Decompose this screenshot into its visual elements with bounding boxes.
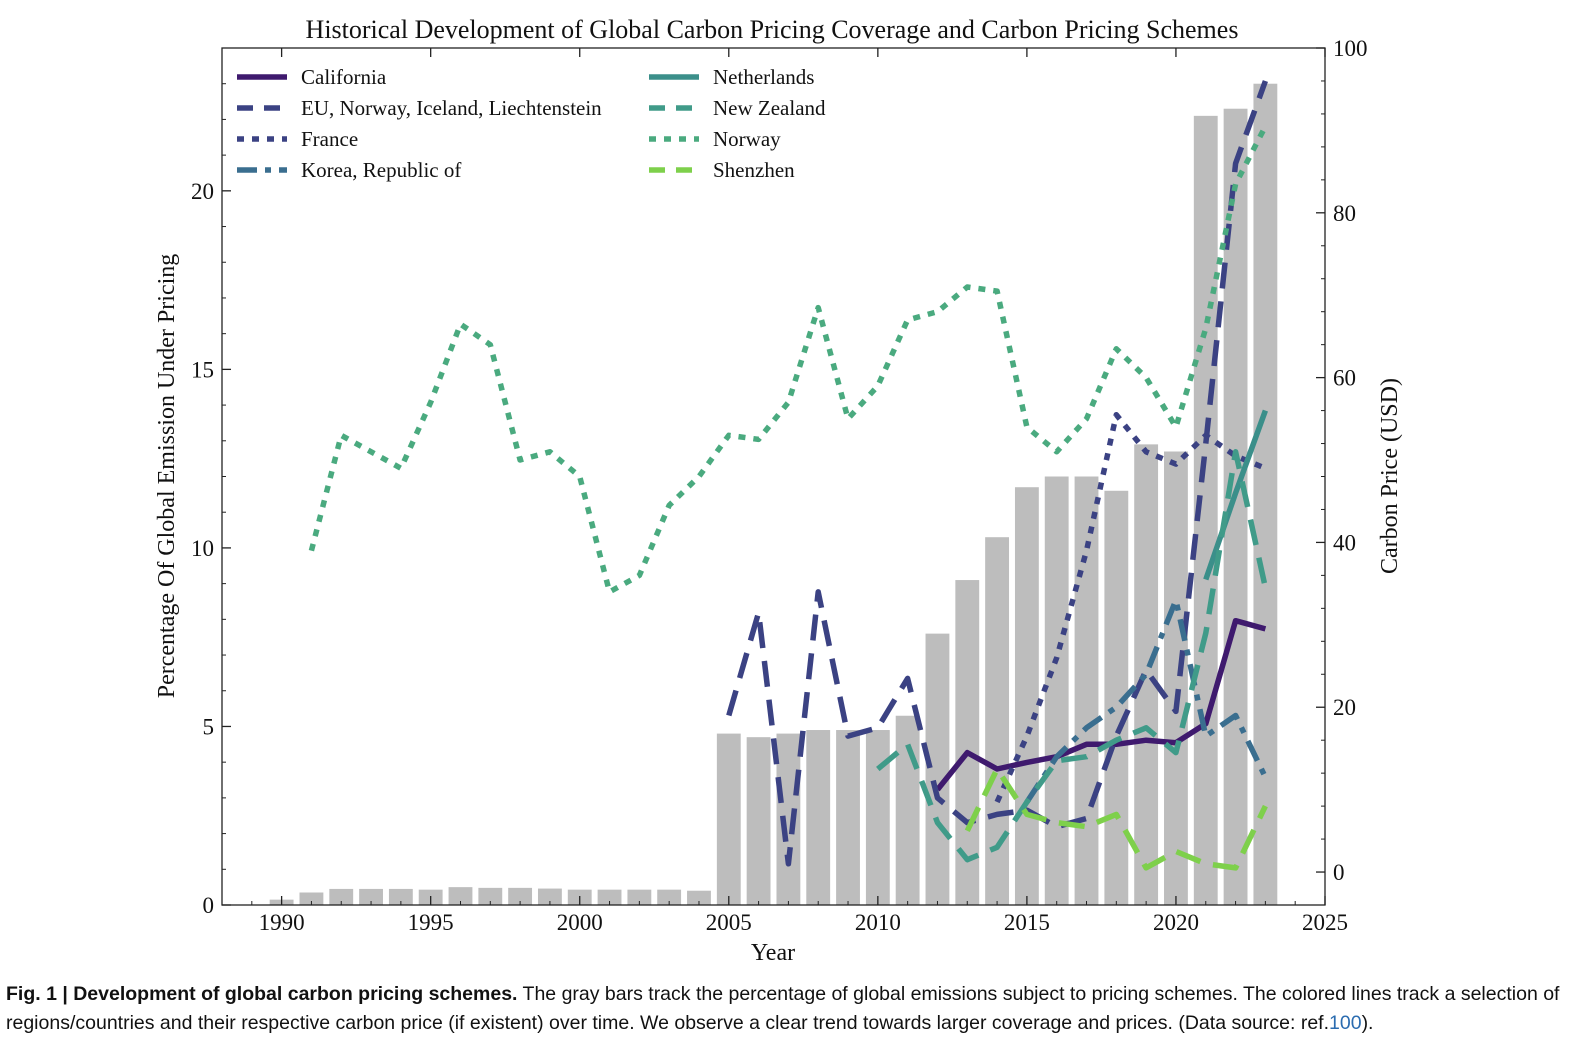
coverage-bar-2015 xyxy=(1014,487,1039,905)
caption-text: The gray bars track the percentage of gl… xyxy=(6,983,1560,1034)
x-tick-label: 2010 xyxy=(855,910,901,935)
series-line-2 xyxy=(994,411,1267,804)
coverage-bar-2002 xyxy=(627,889,652,905)
coverage-bar-2010 xyxy=(865,730,890,905)
x-tick-label: 1995 xyxy=(408,910,454,935)
coverage-bar-2004 xyxy=(687,890,711,905)
x-tick-label: 2015 xyxy=(1004,910,1050,935)
x-tick-label: 2025 xyxy=(1302,910,1348,935)
y-left-tick-label: 10 xyxy=(191,536,214,561)
legend-label: Netherlands xyxy=(713,65,814,89)
y-right-tick-label: 40 xyxy=(1333,530,1356,555)
coverage-bar-1994 xyxy=(388,888,413,905)
coverage-bar-1991 xyxy=(299,892,324,905)
coverage-bar-2018 xyxy=(1104,490,1129,905)
coverage-bar-1997 xyxy=(478,887,503,905)
coverage-bar-1992 xyxy=(329,888,354,905)
price-lines xyxy=(308,80,1269,871)
y-right-tick-label: 60 xyxy=(1333,366,1356,391)
x-tick-label: 1990 xyxy=(259,910,305,935)
legend-label: EU, Norway, Iceland, Liechtenstein xyxy=(301,96,602,120)
coverage-bar-2003 xyxy=(657,889,682,905)
series-line-3 xyxy=(1024,597,1268,804)
coverage-bar-2011 xyxy=(895,715,920,905)
series-line-0 xyxy=(935,617,1267,792)
coverage-bars xyxy=(269,83,1278,906)
series-line-7 xyxy=(964,766,1268,871)
legend-label: Korea, Republic of xyxy=(301,158,461,182)
x-tick-label: 2020 xyxy=(1153,910,1199,935)
coverage-bar-2020 xyxy=(1164,451,1188,905)
y-left-tick-label: 20 xyxy=(191,179,214,204)
y-left-tick-label: 5 xyxy=(203,714,215,739)
caption-tail: ). xyxy=(1361,1012,1374,1034)
caption-ref-link[interactable]: 100 xyxy=(1329,1012,1362,1034)
y-right-tick-label: 100 xyxy=(1333,36,1368,61)
coverage-bar-2016 xyxy=(1044,476,1069,905)
coverage-bar-1996 xyxy=(448,887,473,905)
y-left-tick-label: 15 xyxy=(191,357,214,382)
coverage-bar-2012 xyxy=(925,633,950,905)
coverage-bar-2007 xyxy=(776,733,801,905)
coverage-bar-2005 xyxy=(716,733,741,905)
y-right-tick-label: 0 xyxy=(1333,860,1345,885)
series-line-4 xyxy=(1203,409,1268,581)
series-line-5 xyxy=(876,449,1269,863)
coverage-bar-1998 xyxy=(508,887,533,905)
right-y-axis-label: Carbon Price (USD) xyxy=(1377,378,1403,574)
coverage-bar-2008 xyxy=(806,730,831,905)
series-line-1 xyxy=(726,80,1268,867)
axes: 1990 1995 2000 2005 2010 2015 2020 202505101520… xyxy=(191,36,1368,935)
coverage-bar-2001 xyxy=(597,889,622,905)
legend-label: France xyxy=(301,127,358,151)
y-left-tick-label: 0 xyxy=(203,893,215,918)
y-right-tick-label: 80 xyxy=(1333,201,1356,226)
x-tick-label: 2005 xyxy=(706,910,752,935)
y-right-tick-label: 20 xyxy=(1333,695,1356,720)
coverage-bar-1999 xyxy=(537,888,562,905)
legend-label: New Zealand xyxy=(713,96,826,120)
coverage-bar-2019 xyxy=(1134,444,1159,905)
legend-label: California xyxy=(301,65,387,89)
left-y-axis-label: Percentage Of Global Emission Under Pric… xyxy=(154,254,180,699)
x-axis-label: Year xyxy=(751,940,795,966)
chart-title: Historical Development of Global Carbon … xyxy=(306,15,1239,44)
coverage-bar-2022 xyxy=(1223,108,1248,906)
coverage-bar-2023 xyxy=(1253,83,1278,906)
x-tick-label: 2000 xyxy=(557,910,603,935)
coverage-bar-2009 xyxy=(836,730,860,905)
legend-label: Norway xyxy=(713,127,781,151)
coverage-bar-1993 xyxy=(359,888,383,905)
legend-label: Shenzhen xyxy=(713,158,795,182)
legend: California EU, Norway, Iceland, Liechtens… xyxy=(237,65,826,182)
coverage-bar-2006 xyxy=(746,737,771,905)
carbon-pricing-chart: Historical Development of Global Carbon … xyxy=(154,15,1403,966)
figure-caption: Fig. 1 | Development of global carbon pr… xyxy=(6,980,1578,1038)
caption-lead: Fig. 1 | Development of global carbon pr… xyxy=(6,983,518,1005)
